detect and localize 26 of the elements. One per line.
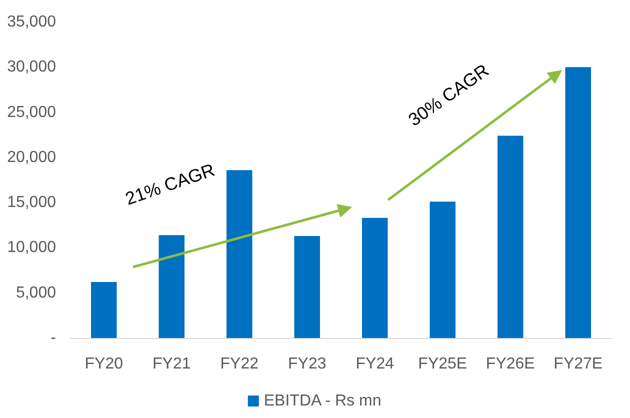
bar bbox=[226, 170, 252, 338]
x-tick-label: FY21 bbox=[152, 356, 191, 372]
bar bbox=[294, 236, 320, 338]
bar bbox=[498, 136, 524, 338]
y-tick-label: 15,000 bbox=[7, 194, 56, 212]
x-tick-label: FY25E bbox=[418, 356, 468, 372]
y-tick-label: 25,000 bbox=[7, 104, 56, 121]
x-tick-label: FY22 bbox=[220, 356, 259, 372]
y-tick-label: 30,000 bbox=[7, 58, 56, 76]
x-tick-label: FY23 bbox=[288, 356, 326, 372]
legend-label: EBITDA - Rs mn bbox=[264, 392, 382, 410]
x-tick-label: FY20 bbox=[84, 356, 124, 372]
x-tick-label: FY27E bbox=[554, 356, 603, 372]
bar bbox=[362, 218, 388, 338]
annotation: 21% CAGR bbox=[122, 160, 218, 209]
y-tick-label: 10,000 bbox=[7, 239, 56, 256]
bar bbox=[565, 67, 591, 338]
bar bbox=[430, 202, 456, 338]
bar bbox=[158, 235, 184, 338]
x-tick-label: FY26E bbox=[486, 356, 535, 372]
bar bbox=[91, 282, 117, 338]
y-tick-label: 35,000 bbox=[7, 14, 56, 30]
y-tick-label: 5,000 bbox=[16, 284, 56, 302]
x-tick-label: FY24 bbox=[356, 356, 394, 372]
y-tick-label: 20,000 bbox=[7, 148, 56, 166]
y-tick-label: - bbox=[50, 330, 56, 346]
